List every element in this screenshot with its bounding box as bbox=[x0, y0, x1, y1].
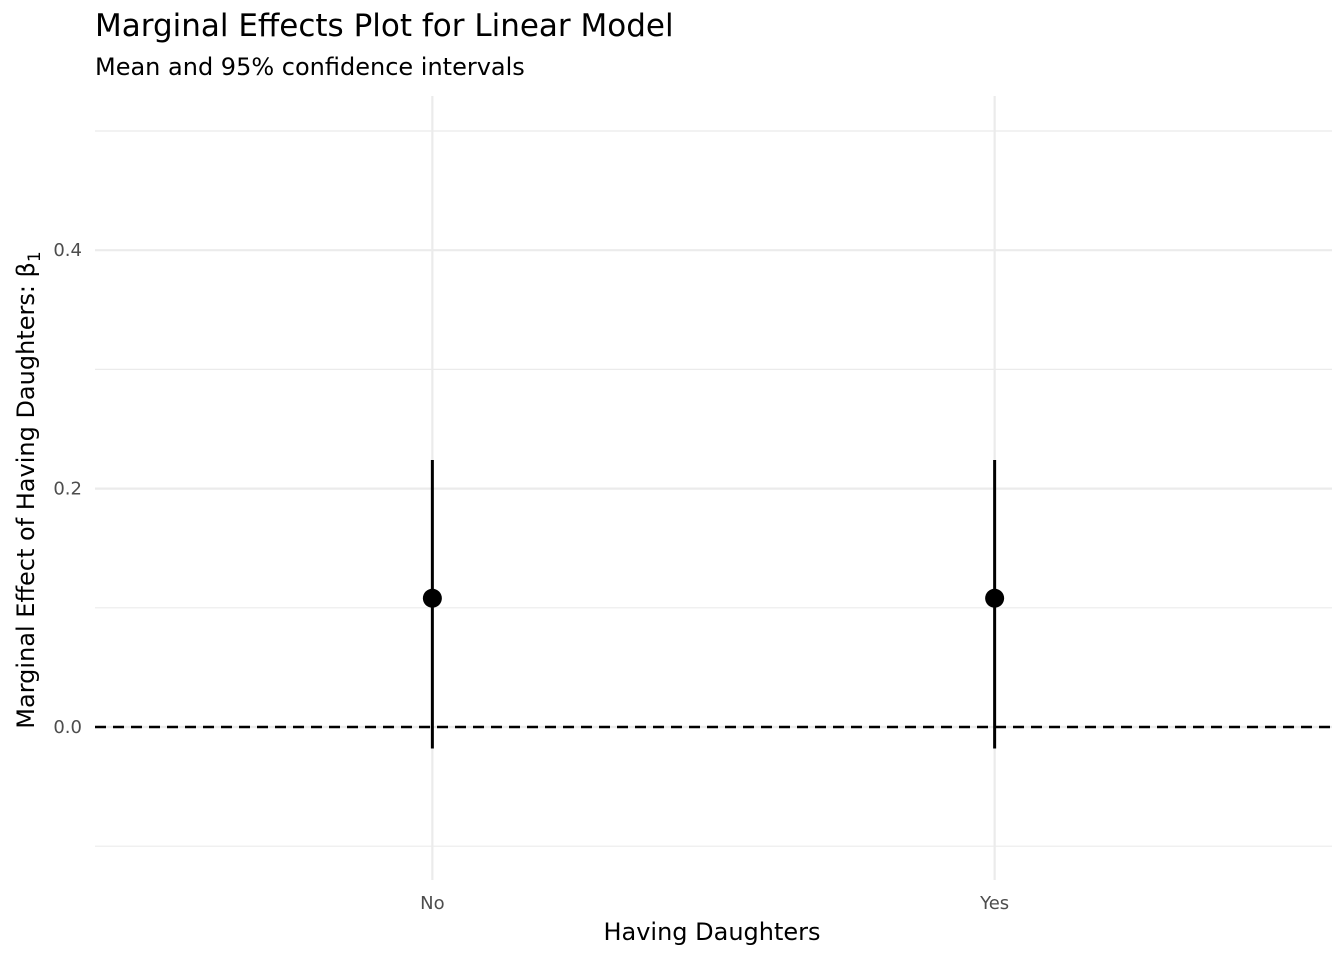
error-bars bbox=[430, 459, 997, 749]
y-tick-labels: 0.0 0.2 0.4 bbox=[53, 240, 82, 738]
x-tick-label: No bbox=[420, 893, 444, 914]
y-axis-title-subscript: 1 bbox=[25, 251, 45, 262]
major-gridlines bbox=[95, 96, 1332, 880]
y-axis-title: Marginal Effect of Having Daughters: β1 bbox=[12, 251, 45, 728]
x-tick-label: Yes bbox=[979, 893, 1009, 914]
data-points bbox=[422, 588, 1005, 608]
x-axis-title: Having Daughters bbox=[603, 918, 820, 946]
data-point bbox=[422, 588, 442, 608]
minor-gridlines bbox=[95, 130, 1332, 847]
chart-subtitle: Mean and 95% confidence intervals bbox=[95, 53, 525, 81]
y-tick-label: 0.2 bbox=[53, 479, 82, 500]
y-axis-title-text: Marginal Effect of Having Daughters: β bbox=[12, 262, 40, 729]
y-tick-label: 0.4 bbox=[53, 240, 82, 261]
data-point bbox=[985, 588, 1005, 608]
y-tick-label: 0.0 bbox=[53, 717, 82, 738]
chart-title: Marginal Effects Plot for Linear Model bbox=[95, 8, 674, 44]
x-tick-labels: No Yes bbox=[420, 893, 1009, 914]
